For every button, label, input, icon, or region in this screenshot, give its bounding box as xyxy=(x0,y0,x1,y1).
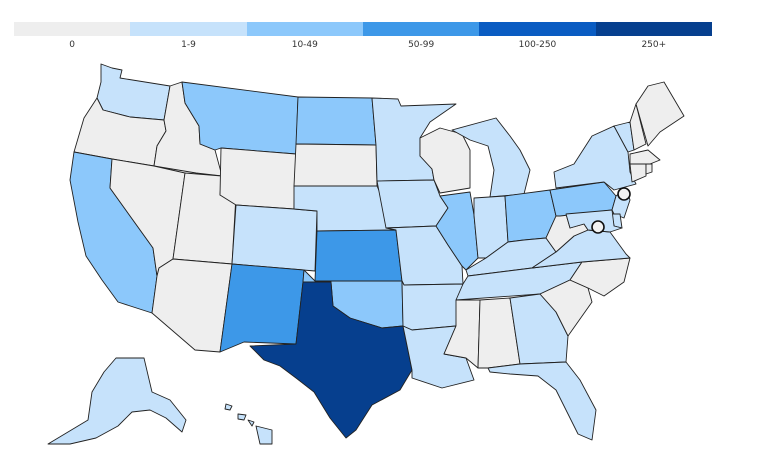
legend-label: 50-99 xyxy=(408,40,435,50)
state-tx[interactable] xyxy=(249,281,413,439)
legend-label: 0 xyxy=(69,40,76,50)
legend-swatch-100-250 xyxy=(479,22,596,36)
state-nm[interactable] xyxy=(219,263,305,353)
legend-swatch-50-99 xyxy=(362,22,480,36)
state-hi-islands[interactable] xyxy=(224,403,255,427)
state-la[interactable] xyxy=(402,325,475,389)
state-ks[interactable] xyxy=(314,229,403,282)
state-wy[interactable] xyxy=(219,147,297,210)
state-ak[interactable] xyxy=(47,357,187,445)
state-nh[interactable] xyxy=(629,103,647,151)
state-co[interactable] xyxy=(231,204,318,272)
legend-labels: 0 1-9 10-49 50-99 100-250 250+ xyxy=(14,40,712,50)
legend-label: 10-49 xyxy=(291,40,318,50)
map-legend: 0 1-9 10-49 50-99 100-250 250+ xyxy=(14,22,712,54)
state-nd[interactable] xyxy=(295,96,377,146)
state-ri[interactable] xyxy=(645,163,653,175)
state-hi[interactable] xyxy=(255,425,273,445)
legend-swatch-1-9 xyxy=(130,22,247,36)
state-ma[interactable] xyxy=(629,149,661,165)
state-ct[interactable] xyxy=(629,163,647,183)
location-marker-dc[interactable] xyxy=(591,220,605,234)
state-il[interactable] xyxy=(435,191,479,271)
legend-swatch-0 xyxy=(14,22,131,36)
state-md[interactable] xyxy=(565,209,623,233)
legend-color-scale xyxy=(14,22,712,36)
state-ny[interactable] xyxy=(553,125,637,191)
state-sd[interactable] xyxy=(293,143,378,187)
legend-label: 1-9 xyxy=(181,40,196,50)
state-me[interactable] xyxy=(635,81,685,147)
legend-label: 250+ xyxy=(641,40,667,50)
legend-swatch-250-plus xyxy=(595,22,712,36)
location-marker-nj[interactable] xyxy=(617,187,631,201)
state-az[interactable] xyxy=(151,258,233,353)
state-fl[interactable] xyxy=(487,361,597,441)
state-wi[interactable] xyxy=(419,127,471,194)
legend-swatch-10-49 xyxy=(246,22,363,36)
legend-label: 100-250 xyxy=(518,40,557,50)
state-ar[interactable] xyxy=(401,280,464,331)
